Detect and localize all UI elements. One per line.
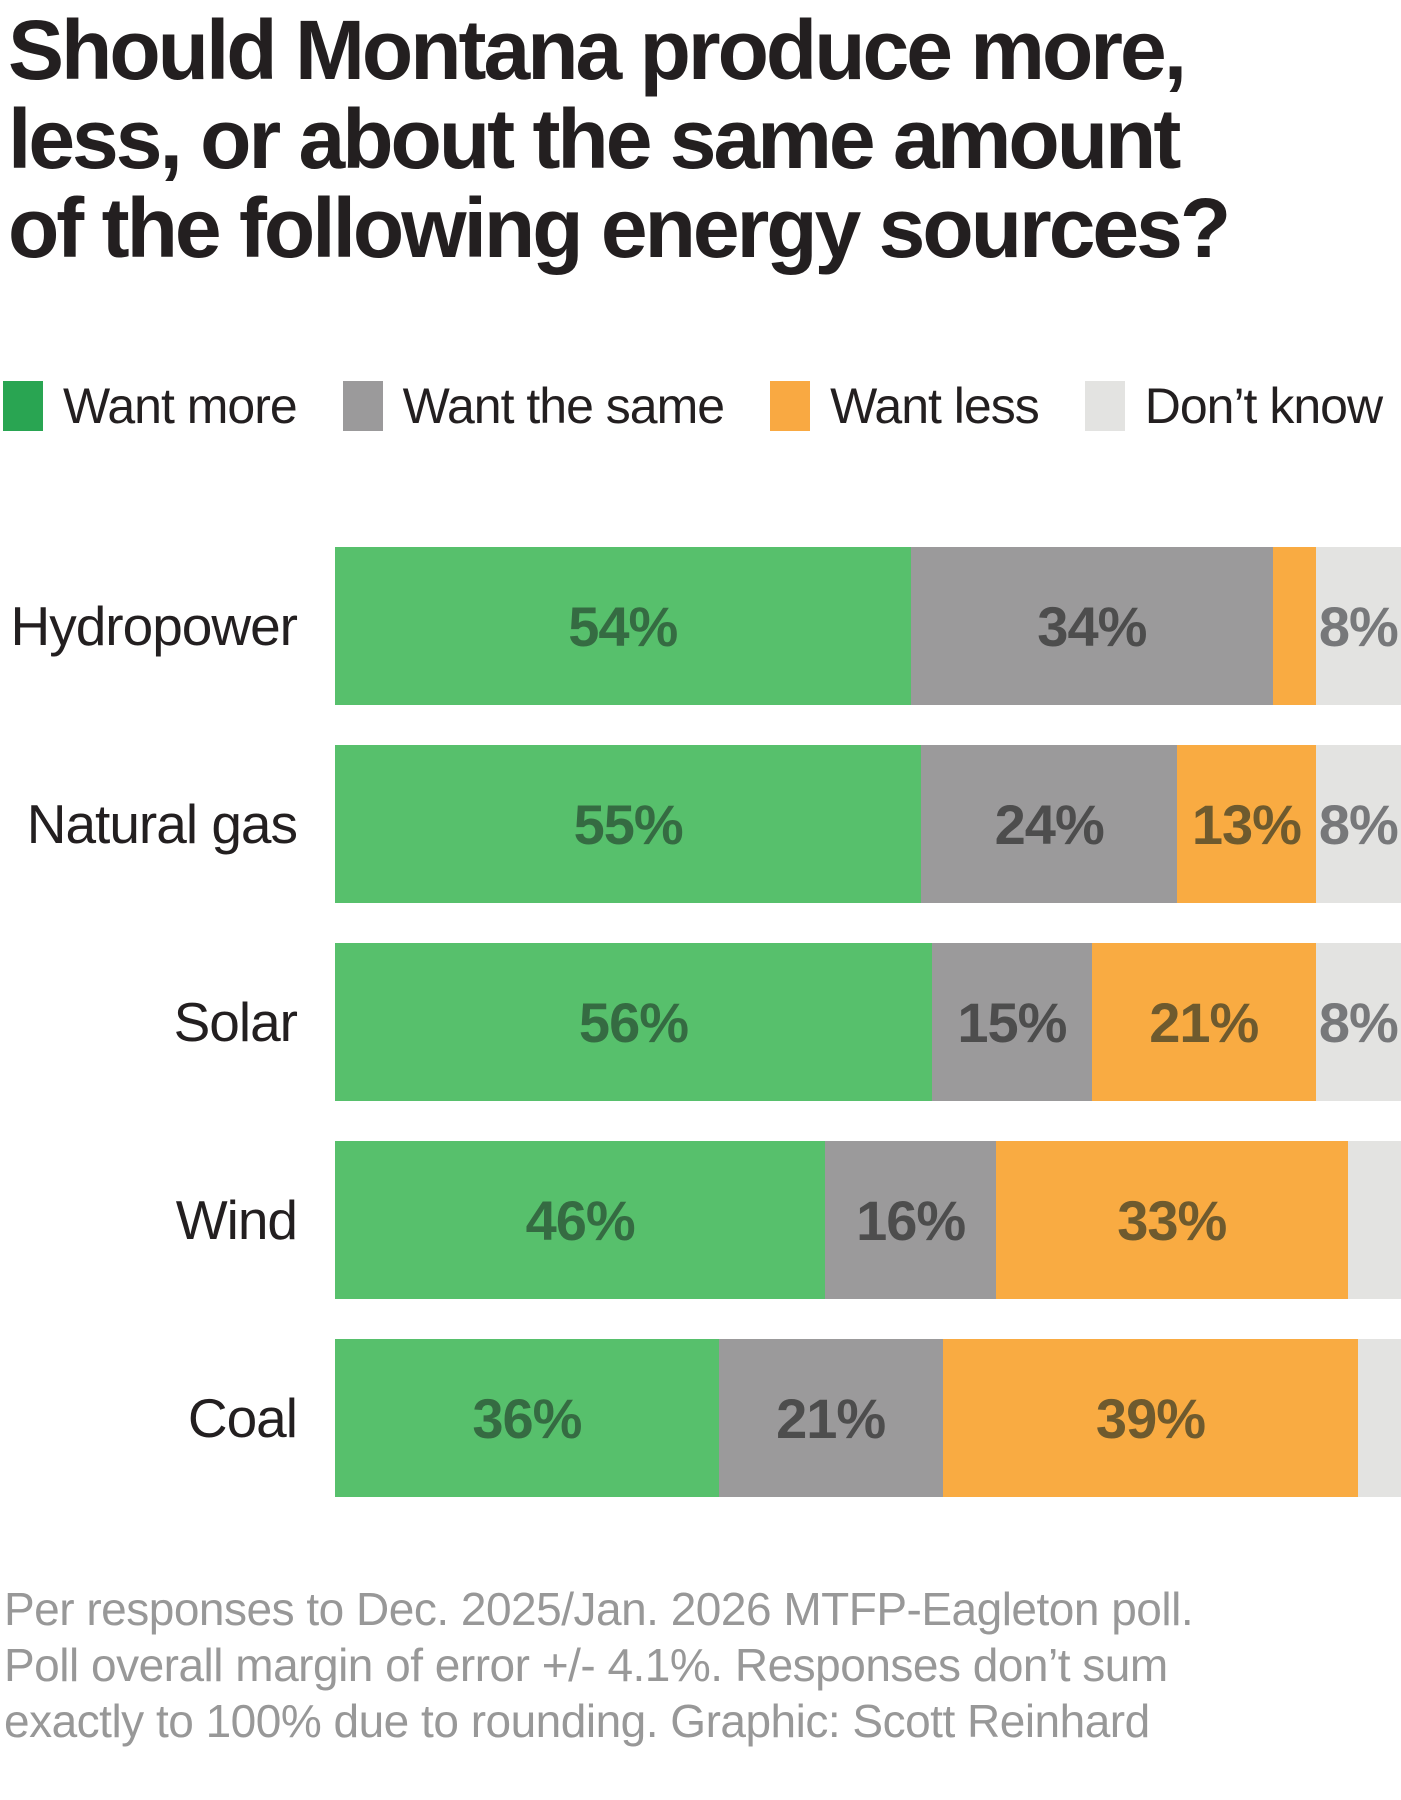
- segment-value-label: 34%: [1037, 594, 1147, 658]
- title-line-1: Should Montana produce more,: [8, 3, 1187, 97]
- poll-infographic: Should Montana produce more, less, or ab…: [0, 0, 1401, 1749]
- segment-value-label: 39%: [1095, 1386, 1206, 1450]
- chart-row-solar: Solar 56% 15% 21% 8%: [0, 943, 1401, 1101]
- bar-segment-want-more: 56%: [335, 943, 932, 1101]
- legend-swatch-don-t-know: [1084, 381, 1125, 431]
- stacked-bar: 55% 24% 13% 8%: [335, 745, 1401, 903]
- bar-segment-want-more: 54%: [335, 547, 911, 705]
- row-label: Solar: [173, 991, 298, 1053]
- legend-label: Don’t know: [1144, 378, 1383, 434]
- segment-value-label: 21%: [776, 1386, 886, 1450]
- segment-value-label: 24%: [994, 792, 1105, 856]
- bar-segment-want-less: [1273, 547, 1316, 705]
- source-note-line-2: Poll overall margin of error +/- 4.1%. R…: [4, 1639, 1168, 1691]
- source-note-line-3: exactly to 100% due to rounding. Graphic…: [4, 1695, 1150, 1747]
- segment-value-label: 21%: [1149, 990, 1259, 1054]
- legend-item-want-more: Want more: [3, 377, 298, 435]
- legend-item-want-less: Want less: [770, 377, 1040, 435]
- legend-label: Want less: [830, 378, 1040, 434]
- segment-value-label: 8%: [1318, 792, 1399, 856]
- bar-segment-want-the-same: 34%: [910, 547, 1274, 705]
- bar-segment-don-t-know: [1347, 1141, 1401, 1299]
- segment-value-label: 55%: [573, 792, 684, 856]
- chart-row-coal: Coal 36% 21% 39%: [0, 1339, 1401, 1497]
- stacked-bar: 46% 16% 33%: [335, 1141, 1401, 1299]
- bar-segment-want-more: 36%: [335, 1339, 719, 1497]
- stacked-bar: 54% 34% 8%: [335, 547, 1401, 705]
- segment-value-label: 33%: [1117, 1188, 1227, 1252]
- bar-segment-want-less: 21%: [1091, 943, 1316, 1101]
- segment-value-label: 54%: [568, 594, 678, 658]
- bar-segment-want-more: 55%: [335, 745, 922, 903]
- bar-segment-want-less: 13%: [1177, 745, 1316, 903]
- legend-label: Want more: [63, 378, 298, 434]
- segment-value-label: 46%: [525, 1188, 636, 1252]
- chart-row-natural-gas: Natural gas 55% 24% 13% 8%: [0, 745, 1401, 903]
- title-line-2: less, or about the same amount: [8, 92, 1181, 186]
- bar-segment-don-t-know: 8%: [1315, 943, 1401, 1101]
- legend-swatch-want-more: [3, 381, 43, 431]
- segment-value-label: 15%: [957, 990, 1067, 1054]
- segment-value-label: 13%: [1191, 792, 1302, 856]
- bar-segment-want-the-same: 24%: [921, 745, 1178, 903]
- segment-value-label: 8%: [1318, 990, 1399, 1054]
- bar-segment-want-the-same: 16%: [825, 1141, 996, 1299]
- segment-value-label: 56%: [578, 990, 689, 1054]
- legend-swatch-want-the-same: [342, 381, 383, 431]
- bar-segment-don-t-know: [1358, 1339, 1401, 1497]
- row-label: Wind: [175, 1189, 298, 1251]
- legend: Want more Want the same Want less Don’t kno…: [3, 377, 1401, 435]
- chart-row-hydropower: Hydropower 54% 34% 8%: [0, 547, 1401, 705]
- bar-segment-want-less: 39%: [942, 1339, 1359, 1497]
- bar-segment-don-t-know: 8%: [1315, 547, 1401, 705]
- segment-value-label: 36%: [472, 1386, 582, 1450]
- bar-segment-want-less: 33%: [995, 1141, 1348, 1299]
- bar-segment-want-the-same: 21%: [718, 1339, 943, 1497]
- bar-segment-want-more: 46%: [335, 1141, 826, 1299]
- stacked-bar: 56% 15% 21% 8%: [335, 943, 1401, 1101]
- source-note: Per responses to Dec. 2025/Jan. 2026 MTF…: [4, 1581, 1401, 1749]
- bar-segment-don-t-know: 8%: [1315, 745, 1401, 903]
- legend-label: Want the same: [402, 378, 725, 434]
- stacked-bar-chart: Hydropower 54% 34% 8% Natural gas 55% 24% 13% 8%…: [0, 547, 1401, 1497]
- chart-row-wind: Wind 46% 16% 33%: [0, 1141, 1401, 1299]
- title-line-3: of the following energy sources?: [8, 181, 1231, 275]
- row-label: Natural gas: [26, 793, 298, 855]
- row-label: Coal: [187, 1387, 298, 1449]
- legend-swatch-want-less: [770, 381, 811, 431]
- segment-value-label: 8%: [1318, 594, 1399, 658]
- row-label: Hydropower: [10, 595, 298, 657]
- legend-item-want-the-same: Want the same: [342, 377, 725, 435]
- segment-value-label: 16%: [856, 1188, 966, 1252]
- chart-title: Should Montana produce more, less, or ab…: [0, 0, 1401, 273]
- stacked-bar: 36% 21% 39%: [335, 1339, 1401, 1497]
- source-note-line-1: Per responses to Dec. 2025/Jan. 2026 MTF…: [4, 1583, 1194, 1635]
- legend-item-don-t-know: Don’t know: [1084, 377, 1383, 435]
- bar-segment-want-the-same: 15%: [931, 943, 1092, 1101]
